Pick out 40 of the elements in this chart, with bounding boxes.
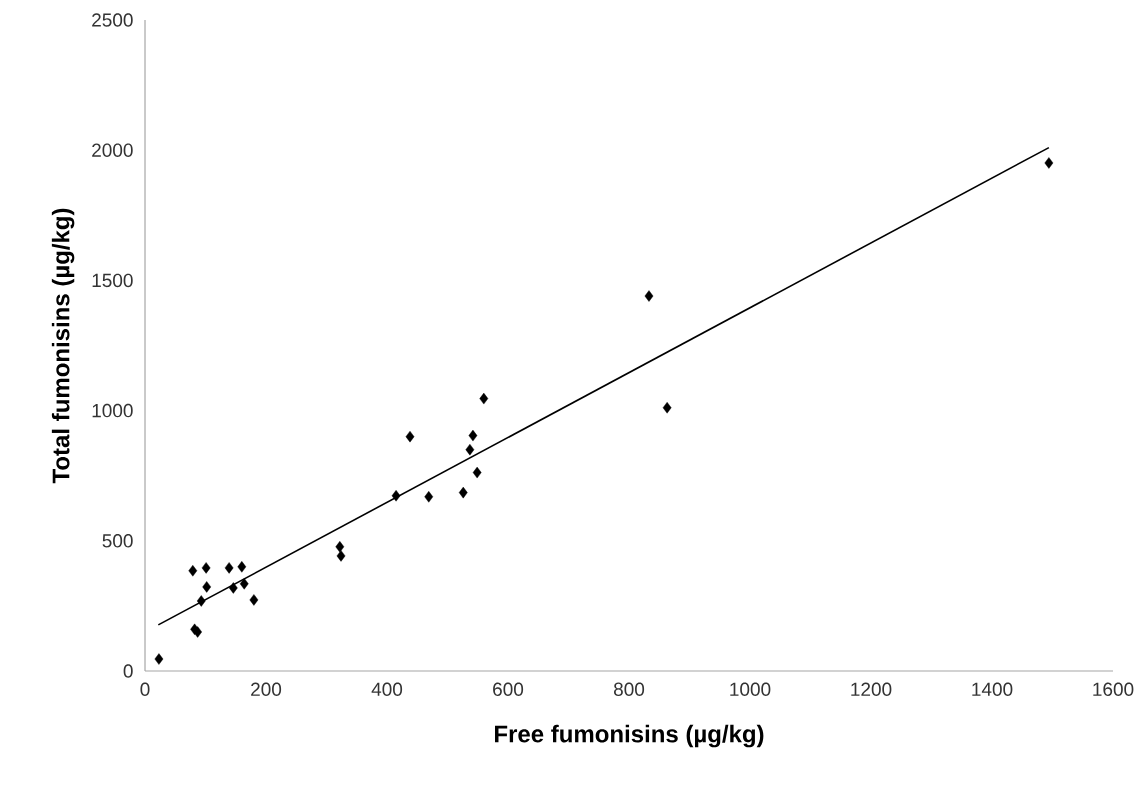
- point: [472, 466, 482, 479]
- x-axis-title: Free fumonisins (µg/kg): [495, 724, 764, 748]
- point: [239, 578, 249, 590]
- x-tick-label: 1200: [851, 682, 892, 696]
- x-tick-label: 1600: [1093, 682, 1134, 696]
- point: [201, 562, 211, 574]
- x-tick-label: 200: [251, 682, 282, 696]
- point: [465, 443, 475, 456]
- point: [202, 581, 212, 593]
- y-tick-label: 0: [123, 664, 133, 678]
- x-tick-label: 1400: [972, 682, 1013, 696]
- point: [196, 595, 206, 607]
- y-axis-title: Total fumonisins (µg/kg): [51, 208, 75, 484]
- y-tick-label: 1500: [92, 273, 133, 288]
- point: [224, 562, 234, 574]
- x-tick-label: 800: [613, 682, 645, 696]
- point: [335, 541, 345, 553]
- x-tick-label: 0: [140, 682, 150, 696]
- point: [479, 392, 489, 405]
- point: [336, 550, 346, 562]
- x-tick-label: 600: [493, 682, 524, 696]
- point: [154, 653, 164, 665]
- y-tick-label: 2500: [92, 13, 133, 27]
- point: [249, 594, 259, 606]
- point: [391, 490, 401, 502]
- point: [662, 402, 672, 414]
- y-tick-label: 2000: [92, 143, 133, 157]
- point: [644, 290, 654, 302]
- point: [237, 561, 247, 573]
- point: [1044, 157, 1054, 169]
- point: [468, 429, 478, 442]
- y-tick-label: 1000: [92, 403, 133, 418]
- x-tick-label: 400: [371, 682, 403, 696]
- point: [229, 582, 238, 594]
- point: [458, 486, 468, 499]
- point: [188, 565, 198, 577]
- point: [424, 491, 434, 503]
- point: [405, 430, 415, 443]
- x-tick-label: 1000: [730, 682, 771, 696]
- y-tick-label: 500: [102, 534, 133, 548]
